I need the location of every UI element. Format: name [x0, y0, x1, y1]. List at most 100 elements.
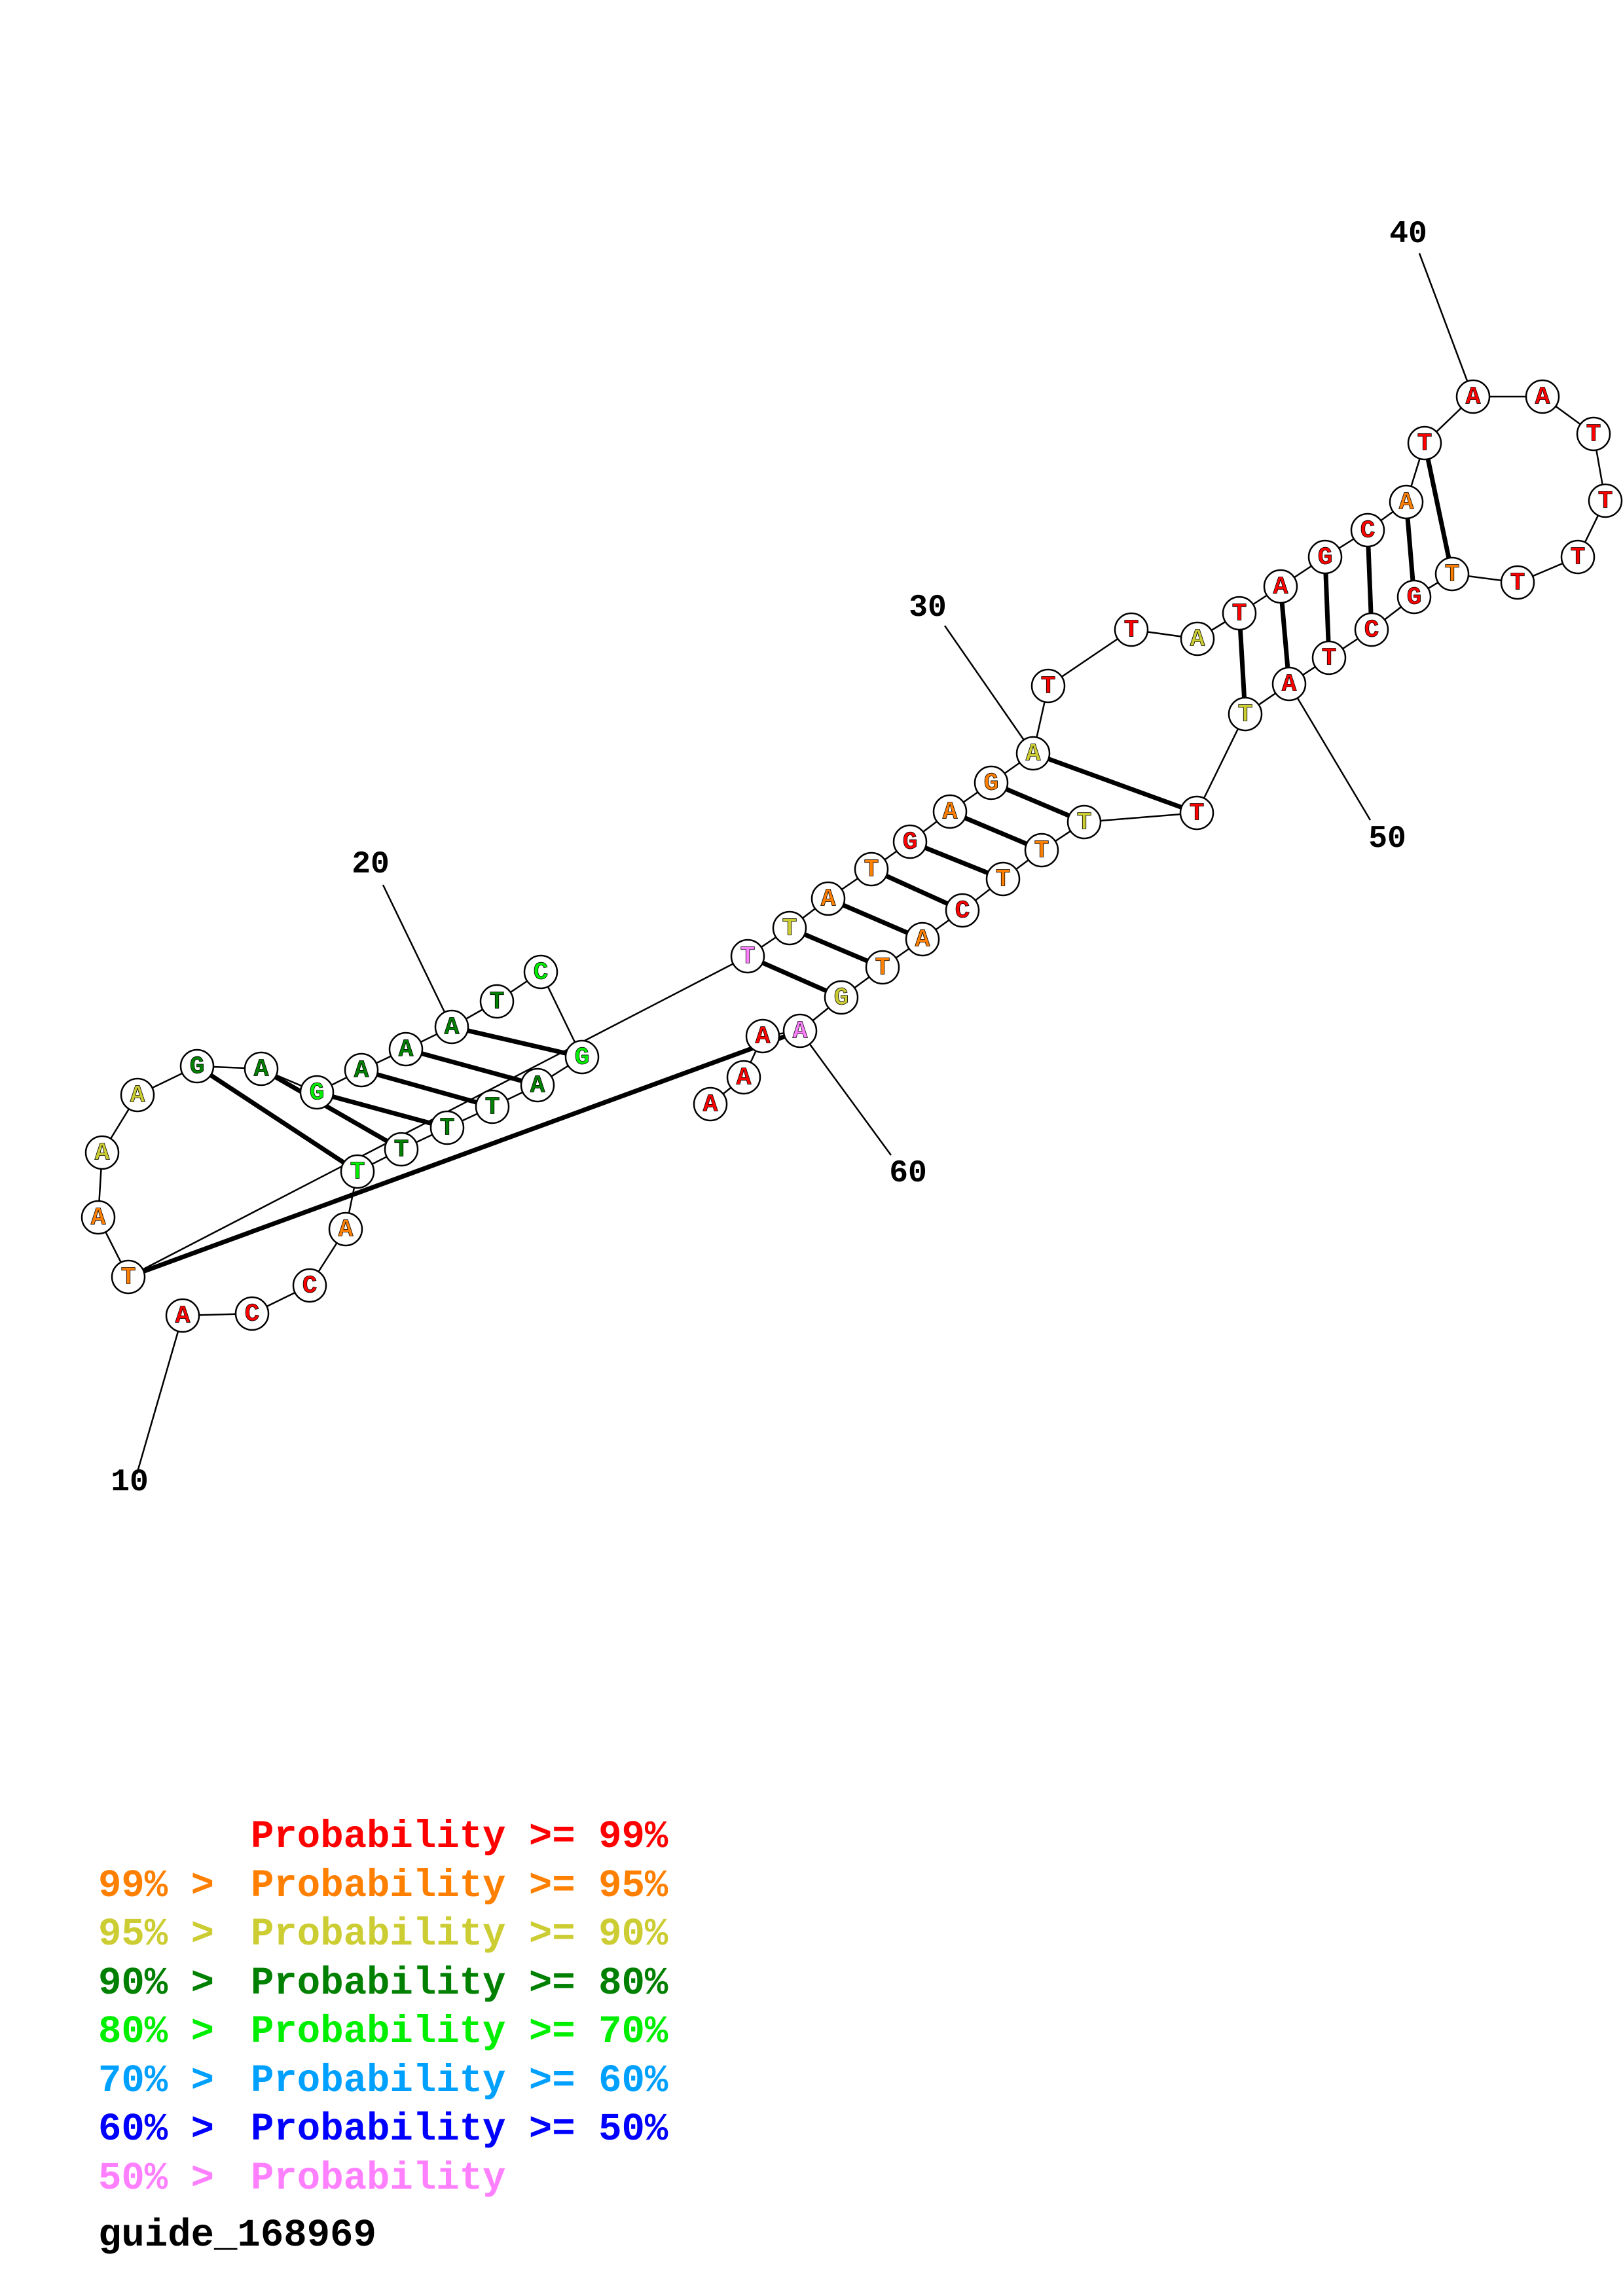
nucleotide-base: G: [834, 984, 849, 1013]
nucleotide-circle: [244, 1051, 279, 1086]
nucleotide-base: G: [1318, 544, 1333, 572]
base-pairs: [127, 442, 1455, 1280]
nucleotide-base: T: [1232, 600, 1247, 628]
nucleotide-base: G: [1407, 584, 1422, 612]
nucleotide-circle: [234, 1296, 270, 1331]
nucleotide-circle: [1560, 539, 1596, 575]
nucleotide-circle: [1179, 795, 1214, 831]
nucleotide-circle: [179, 1049, 215, 1084]
nucleotide-circle: [772, 910, 807, 946]
position-marker-label: 40: [1389, 217, 1427, 252]
nucleotide-circle: [945, 893, 980, 928]
nucleotide-circle: [824, 980, 859, 1015]
nucleotide-circle: [1228, 696, 1263, 732]
nucleotide: A: [1180, 621, 1215, 656]
nucleotide-base: T: [1445, 561, 1460, 589]
nucleotide-circle: [1455, 379, 1491, 414]
nucleotide-circle: [1030, 668, 1066, 704]
nucleotide-base: T: [1510, 569, 1525, 598]
nucleotide: T: [429, 1110, 465, 1145]
nucleotide-base: T: [394, 1136, 409, 1164]
legend-text: Probability >= 95%: [251, 1863, 668, 1908]
nucleotide: G: [1307, 539, 1343, 575]
position-marker-line: [943, 625, 1034, 754]
nucleotide: T: [1500, 565, 1535, 600]
nucleotide-base: G: [903, 829, 918, 857]
nucleotide: T: [1179, 795, 1214, 831]
nucleotide: C: [945, 893, 980, 928]
nucleotide: A: [81, 1200, 116, 1235]
nucleotide: G: [1396, 579, 1432, 615]
nucleotide-base: A: [703, 1091, 718, 1119]
nucleotide-circle: [892, 824, 928, 859]
nucleotide-circle: [782, 1013, 818, 1049]
nucleotide-circle: [475, 1089, 510, 1124]
nucleotide: A: [1389, 484, 1424, 520]
nucleotide: A: [932, 794, 968, 829]
position-marker-label: 60: [889, 1156, 927, 1191]
nucleotide-base: T: [864, 856, 879, 884]
nucleotide-base: A: [943, 798, 958, 827]
nucleotide: T: [1030, 668, 1066, 704]
nucleotide-base: T: [1586, 421, 1601, 449]
base-pair-bond: [260, 1066, 403, 1152]
nucleotide-base: A: [445, 1014, 460, 1042]
base-pair-bond: [127, 1028, 801, 1280]
position-marker-label: 50: [1368, 821, 1406, 857]
nucleotide-circle: [384, 1132, 419, 1167]
nucleotide: C: [292, 1268, 327, 1303]
nucleotide-circle: [1024, 833, 1059, 868]
nucleotide: A: [782, 1013, 818, 1049]
probability-legend: Probability >= 99% 99% > Probability >= 9…: [98, 1813, 884, 2203]
nucleotide-base: A: [354, 1057, 369, 1085]
nucleotide-circle: [81, 1200, 116, 1235]
nucleotide-base: T: [490, 988, 505, 1016]
base-pair-bond: [196, 1064, 359, 1174]
legend-entry: 70% > Probability >= 60%: [98, 2057, 884, 2106]
nucleotide: G: [892, 824, 928, 859]
nucleotide-base: T: [782, 915, 797, 943]
backbone-segment: [1195, 713, 1247, 814]
nucleotide-circle: [1311, 640, 1347, 675]
nucleotide: T: [730, 939, 765, 974]
nucleotide-circle: [932, 794, 968, 829]
structure-name: guide_168969: [98, 2214, 376, 2257]
nucleotide: T: [854, 852, 889, 887]
nucleotide-circle: [1525, 379, 1560, 414]
nucleotide: T: [111, 1259, 146, 1295]
nucleotide-base: T: [440, 1115, 455, 1143]
nucleotide-circle: [429, 1110, 465, 1145]
nucleotide-circle: [726, 1060, 761, 1095]
nucleotide-base: A: [1273, 573, 1288, 601]
position-marker-line: [799, 1030, 892, 1156]
nucleotide: G: [974, 765, 1009, 800]
legend-text: Probability >= 70%: [251, 2010, 668, 2054]
position-marker-label: 20: [352, 847, 390, 882]
nucleotide-circle: [745, 1018, 780, 1054]
nucleotide-circle: [1114, 612, 1149, 647]
legend-prefix: 80% >: [98, 2010, 238, 2054]
nucleotide-circle: [985, 861, 1021, 897]
nucleotide: A: [434, 1009, 469, 1045]
nucleotide-circle: [120, 1077, 155, 1113]
nucleotide-base: A: [1282, 671, 1297, 699]
nucleotide-circle: [811, 881, 846, 916]
nucleotide-base: G: [575, 1044, 590, 1072]
nucleotide: T: [340, 1154, 375, 1189]
legend-text: Probability >= 60%: [251, 2058, 668, 2103]
nucleotide: T: [1114, 612, 1149, 647]
legend-text: Probability >= 80%: [251, 1961, 668, 2005]
nucleotide: A: [1271, 666, 1307, 702]
nucleotide-base: A: [399, 1036, 414, 1064]
nucleotide: G: [299, 1075, 335, 1110]
nucleotide: C: [234, 1296, 270, 1331]
nucleotide-base: C: [955, 897, 970, 925]
nucleotide: T: [1067, 804, 1102, 840]
nucleotide-base: A: [1190, 626, 1205, 654]
nucleotide-base: T: [485, 1094, 500, 1122]
nucleotide: A: [328, 1211, 363, 1247]
nucleotide-base: T: [875, 954, 890, 982]
nucleotide-base: T: [1598, 488, 1613, 516]
nucleotide: T: [1311, 640, 1347, 675]
